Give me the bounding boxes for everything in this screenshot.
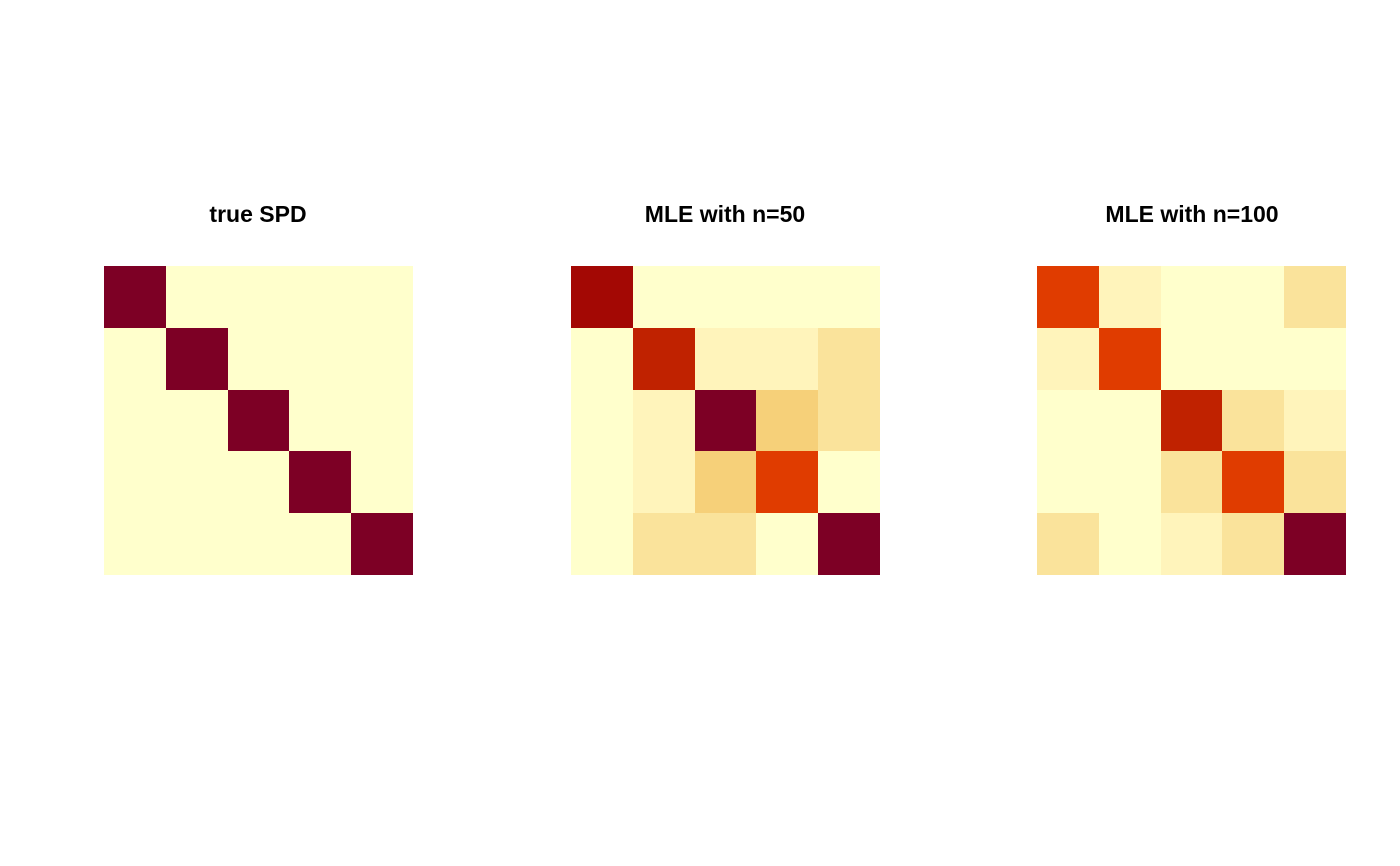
- heatmap-cell-r1-c4: [289, 266, 351, 328]
- heatmap-cell-r1-c5: [351, 266, 413, 328]
- heatmap-cell-r4-c4: [756, 451, 818, 513]
- heatmap-cell-r2-c5: [1284, 328, 1346, 390]
- heatmap-cell-r5-c5: [818, 513, 880, 575]
- heatmap-cell-r4-c1: [571, 451, 633, 513]
- heatmap-cell-r2-c1: [104, 328, 166, 390]
- heatmap-cell-r1-c2: [166, 266, 228, 328]
- heatmap-cell-r3-c2: [633, 390, 695, 451]
- heatmap-cell-r1-c1: [1037, 266, 1099, 328]
- heatmap-cell-r2-c5: [351, 328, 413, 390]
- heatmap-cell-r5-c1: [571, 513, 633, 575]
- heatmap-cell-r1-c4: [756, 266, 818, 328]
- heatmap-cell-r1-c3: [1161, 266, 1222, 328]
- heatmap-cell-r2-c5: [818, 328, 880, 390]
- heatmap-cell-r2-c4: [289, 328, 351, 390]
- heatmap-cell-r1-c5: [818, 266, 880, 328]
- heatmap-cell-r3-c4: [1222, 390, 1284, 451]
- heatmap-cell-r4-c2: [633, 451, 695, 513]
- heatmap-cell-r5-c5: [1284, 513, 1346, 575]
- heatmap-cell-r3-c3: [695, 390, 756, 451]
- heatmap-cell-r3-c3: [1161, 390, 1222, 451]
- heatmap-cell-r5-c4: [1222, 513, 1284, 575]
- heatmap-cell-r5-c4: [289, 513, 351, 575]
- heatmap-cell-r3-c5: [351, 390, 413, 451]
- heatmap-cell-r4-c1: [1037, 451, 1099, 513]
- heatmap-cell-r2-c3: [1161, 328, 1222, 390]
- heatmap-cell-r3-c1: [571, 390, 633, 451]
- heatmap-cell-r4-c4: [1222, 451, 1284, 513]
- heatmap-cell-r5-c3: [228, 513, 289, 575]
- heatmap-cell-r5-c5: [351, 513, 413, 575]
- heatmap-cell-r3-c5: [818, 390, 880, 451]
- heatmap-cell-r4-c3: [228, 451, 289, 513]
- heatmap-cell-r4-c4: [289, 451, 351, 513]
- heatmap-cell-r1-c2: [633, 266, 695, 328]
- heatmap-cell-r2-c1: [571, 328, 633, 390]
- heatmap-cell-r1-c2: [1099, 266, 1161, 328]
- heatmap-cell-r4-c3: [1161, 451, 1222, 513]
- heatmap-cell-r3-c3: [228, 390, 289, 451]
- heatmap-cell-r2-c4: [1222, 328, 1284, 390]
- heatmap-cell-r1-c4: [1222, 266, 1284, 328]
- heatmap-cell-r4-c5: [351, 451, 413, 513]
- heatmap-cell-r4-c2: [166, 451, 228, 513]
- heatmap-cell-r2-c1: [1037, 328, 1099, 390]
- heatmap-cell-r2-c2: [1099, 328, 1161, 390]
- heatmap-cell-r3-c4: [289, 390, 351, 451]
- heatmap-cell-r2-c2: [633, 328, 695, 390]
- panel-mle-n100: MLE with n=100: [1037, 201, 1346, 575]
- heatmap-cell-r4-c2: [1099, 451, 1161, 513]
- heatmap-cell-r5-c2: [1099, 513, 1161, 575]
- heatmap-cell-r1-c3: [695, 266, 756, 328]
- heatmap-cell-r1-c1: [104, 266, 166, 328]
- heatmap-cell-r5-c4: [756, 513, 818, 575]
- panel-title: MLE with n=100: [1105, 201, 1278, 227]
- panel-title: MLE with n=50: [645, 201, 805, 227]
- heatmap-cell-r5-c2: [633, 513, 695, 575]
- heatmap-cell-r1-c5: [1284, 266, 1346, 328]
- heatmap-cell-r3-c2: [1099, 390, 1161, 451]
- heatmap-cell-r2-c2: [166, 328, 228, 390]
- heatmap-cell-r2-c3: [695, 328, 756, 390]
- heatmap-cell-r3-c5: [1284, 390, 1346, 451]
- heatmap-cell-r3-c4: [756, 390, 818, 451]
- heatmap-cell-r4-c1: [104, 451, 166, 513]
- heatmap-cell-r2-c3: [228, 328, 289, 390]
- heatmap-cell-r5-c3: [695, 513, 756, 575]
- panel-title: true SPD: [209, 201, 306, 227]
- heatmap-cell-r5-c1: [104, 513, 166, 575]
- heatmap-cell-r5-c1: [1037, 513, 1099, 575]
- heatmap-cell-r5-c3: [1161, 513, 1222, 575]
- panel-mle-n50: MLE with n=50: [571, 201, 880, 575]
- heatmap-cell-r2-c4: [756, 328, 818, 390]
- heatmap-cell-r1-c1: [571, 266, 633, 328]
- heatmap-cell-r3-c2: [166, 390, 228, 451]
- heatmap-cell-r1-c3: [228, 266, 289, 328]
- heatmap-cell-r4-c5: [1284, 451, 1346, 513]
- heatmap-cell-r5-c2: [166, 513, 228, 575]
- heatmap-cell-r3-c1: [104, 390, 166, 451]
- heatmap-cell-r4-c3: [695, 451, 756, 513]
- panel-true-spd: true SPD: [104, 201, 413, 575]
- heatmap-cell-r4-c5: [818, 451, 880, 513]
- heatmap-cell-r3-c1: [1037, 390, 1099, 451]
